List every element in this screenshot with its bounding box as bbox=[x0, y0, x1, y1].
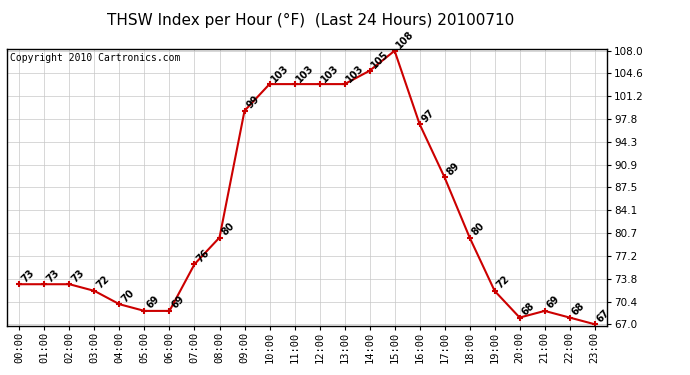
Text: 68: 68 bbox=[520, 301, 536, 318]
Text: Copyright 2010 Cartronics.com: Copyright 2010 Cartronics.com bbox=[10, 53, 180, 63]
Text: 103: 103 bbox=[270, 63, 291, 84]
Text: 76: 76 bbox=[195, 248, 211, 264]
Text: 103: 103 bbox=[344, 63, 366, 84]
Text: 69: 69 bbox=[170, 294, 186, 311]
Text: 108: 108 bbox=[395, 29, 416, 51]
Text: 73: 73 bbox=[70, 268, 86, 284]
Text: 103: 103 bbox=[295, 63, 316, 84]
Text: 72: 72 bbox=[495, 274, 511, 291]
Text: 97: 97 bbox=[420, 108, 436, 124]
Text: 69: 69 bbox=[144, 294, 161, 311]
Text: 68: 68 bbox=[570, 301, 586, 318]
Text: 73: 73 bbox=[44, 268, 61, 284]
Text: THSW Index per Hour (°F)  (Last 24 Hours) 20100710: THSW Index per Hour (°F) (Last 24 Hours)… bbox=[107, 13, 514, 28]
Text: 89: 89 bbox=[444, 161, 462, 177]
Text: 103: 103 bbox=[319, 63, 341, 84]
Text: 99: 99 bbox=[244, 94, 261, 111]
Text: 70: 70 bbox=[119, 288, 136, 304]
Text: 69: 69 bbox=[544, 294, 561, 311]
Text: 80: 80 bbox=[219, 221, 236, 237]
Text: 67: 67 bbox=[595, 308, 611, 324]
Text: 72: 72 bbox=[95, 274, 111, 291]
Text: 80: 80 bbox=[470, 221, 486, 237]
Text: 73: 73 bbox=[19, 268, 36, 284]
Text: 105: 105 bbox=[370, 50, 391, 71]
